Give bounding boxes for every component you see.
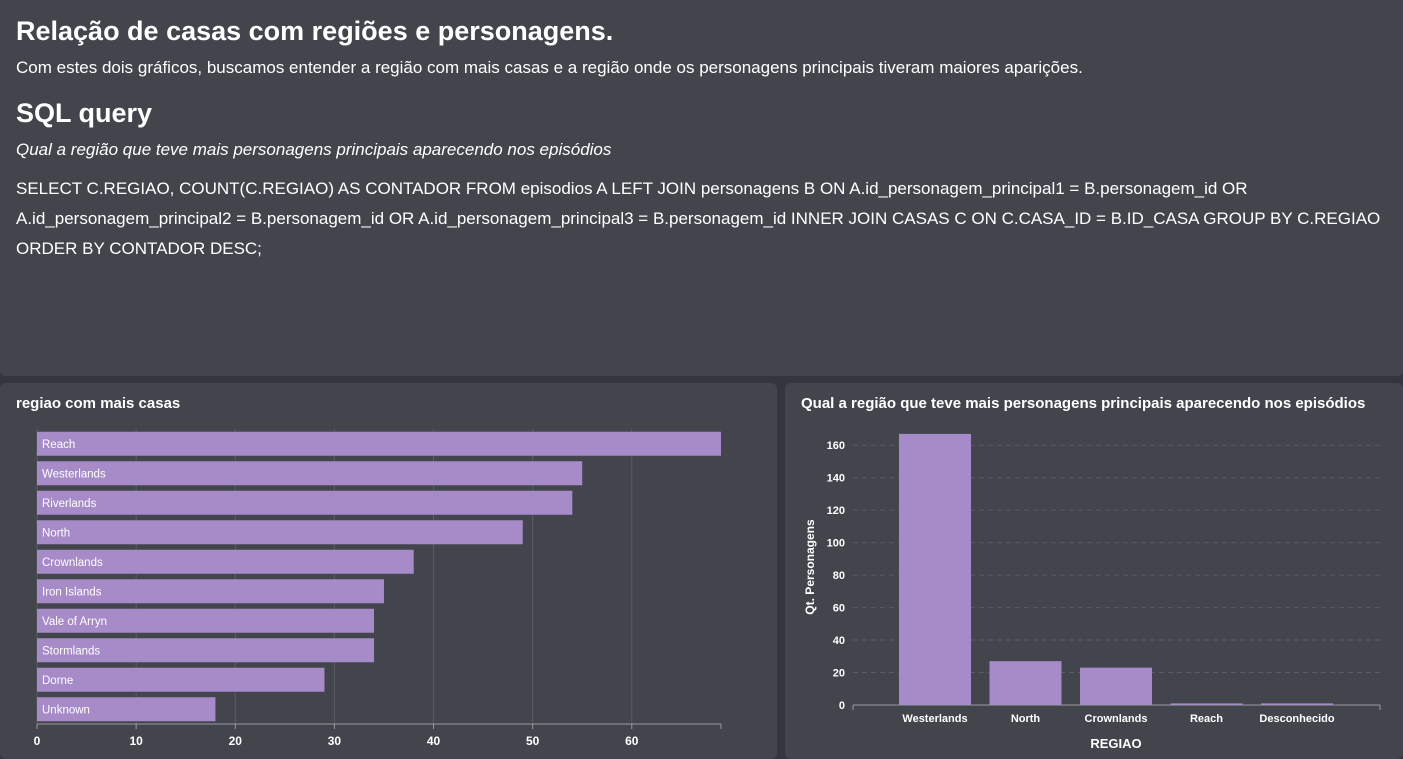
bar xyxy=(37,520,523,545)
bar xyxy=(37,667,325,692)
bar xyxy=(1080,667,1152,705)
x-tick-label: Desconhecido xyxy=(1259,713,1334,725)
bar xyxy=(37,431,721,456)
y-tick-label: 0 xyxy=(839,700,845,712)
x-tick-label: 10 xyxy=(129,734,143,748)
bar-label: Riverlands xyxy=(42,498,97,510)
page-title: Relação de casas com regiões e personage… xyxy=(16,16,614,46)
section-title: SQL query xyxy=(16,98,153,128)
bar-label: Westerlands xyxy=(42,468,106,480)
chart-card-houses-by-region[interactable]: regiao com mais casas 0 10 20 30 40 50 60 Reach… xyxy=(0,383,777,759)
bar xyxy=(37,608,375,633)
bar-label: Crownlands xyxy=(42,557,103,569)
bar xyxy=(1261,703,1333,705)
x-tick-label: 30 xyxy=(328,734,342,748)
x-tick-label: 40 xyxy=(427,734,441,748)
bar xyxy=(1170,703,1243,705)
x-tick-label: 20 xyxy=(229,734,243,748)
bar-label: Reach xyxy=(42,439,75,451)
bar-label: North xyxy=(42,527,70,539)
bar xyxy=(37,490,573,515)
x-tick-label: Crownlands xyxy=(1085,713,1148,725)
sql-query-text: SELECT C.REGIAO, COUNT(C.REGIAO) AS CONT… xyxy=(16,179,1381,258)
y-tick-label: 160 xyxy=(827,440,845,452)
x-tick-label: 50 xyxy=(526,734,540,748)
y-tick-label: 100 xyxy=(827,538,845,550)
chart-card-characters-by-region[interactable]: Qual a região que teve mais personagens … xyxy=(785,383,1403,759)
bar xyxy=(37,579,384,604)
y-tick-label: 80 xyxy=(833,570,845,582)
bar xyxy=(37,638,375,663)
bar-label: Vale of Arryn xyxy=(42,616,107,628)
bar xyxy=(989,661,1062,705)
bar-label: Unknown xyxy=(42,704,90,716)
characters-bar-chart: 0 20 40 60 80 100 120 140 160 Westerlands North Cro… xyxy=(803,433,1381,751)
y-tick-label: 20 xyxy=(833,668,845,680)
bar-label: Iron Islands xyxy=(42,586,102,598)
x-tick-label: North xyxy=(1011,713,1041,725)
bar xyxy=(37,697,216,722)
x-tick-label: 60 xyxy=(625,734,639,748)
y-tick-label: 140 xyxy=(827,473,845,485)
x-axis-title: REGIAO xyxy=(1090,736,1141,751)
x-tick-label: 0 xyxy=(34,734,41,748)
houses-bar-chart: 0 10 20 30 40 50 60 Reach Westerlands Riverlands N… xyxy=(34,429,722,748)
bar-label: Stormlands xyxy=(42,645,100,657)
page-subtitle: Com estes dois gráficos, buscamos entend… xyxy=(16,58,1083,77)
x-tick-label: Westerlands xyxy=(902,713,967,725)
query-question: Qual a região que teve mais personagens … xyxy=(16,140,612,159)
y-axis-title: Qt. Personagens xyxy=(803,519,817,615)
y-tick-label: 120 xyxy=(827,505,845,517)
bar xyxy=(899,433,971,705)
bar xyxy=(37,549,414,574)
y-tick-label: 60 xyxy=(833,603,845,615)
x-tick-label: Reach xyxy=(1190,713,1223,725)
bar xyxy=(37,461,583,486)
text-card: Relação de casas com regiões e personage… xyxy=(0,0,1403,376)
y-tick-label: 40 xyxy=(833,635,845,647)
bar-label: Dorne xyxy=(42,675,73,687)
